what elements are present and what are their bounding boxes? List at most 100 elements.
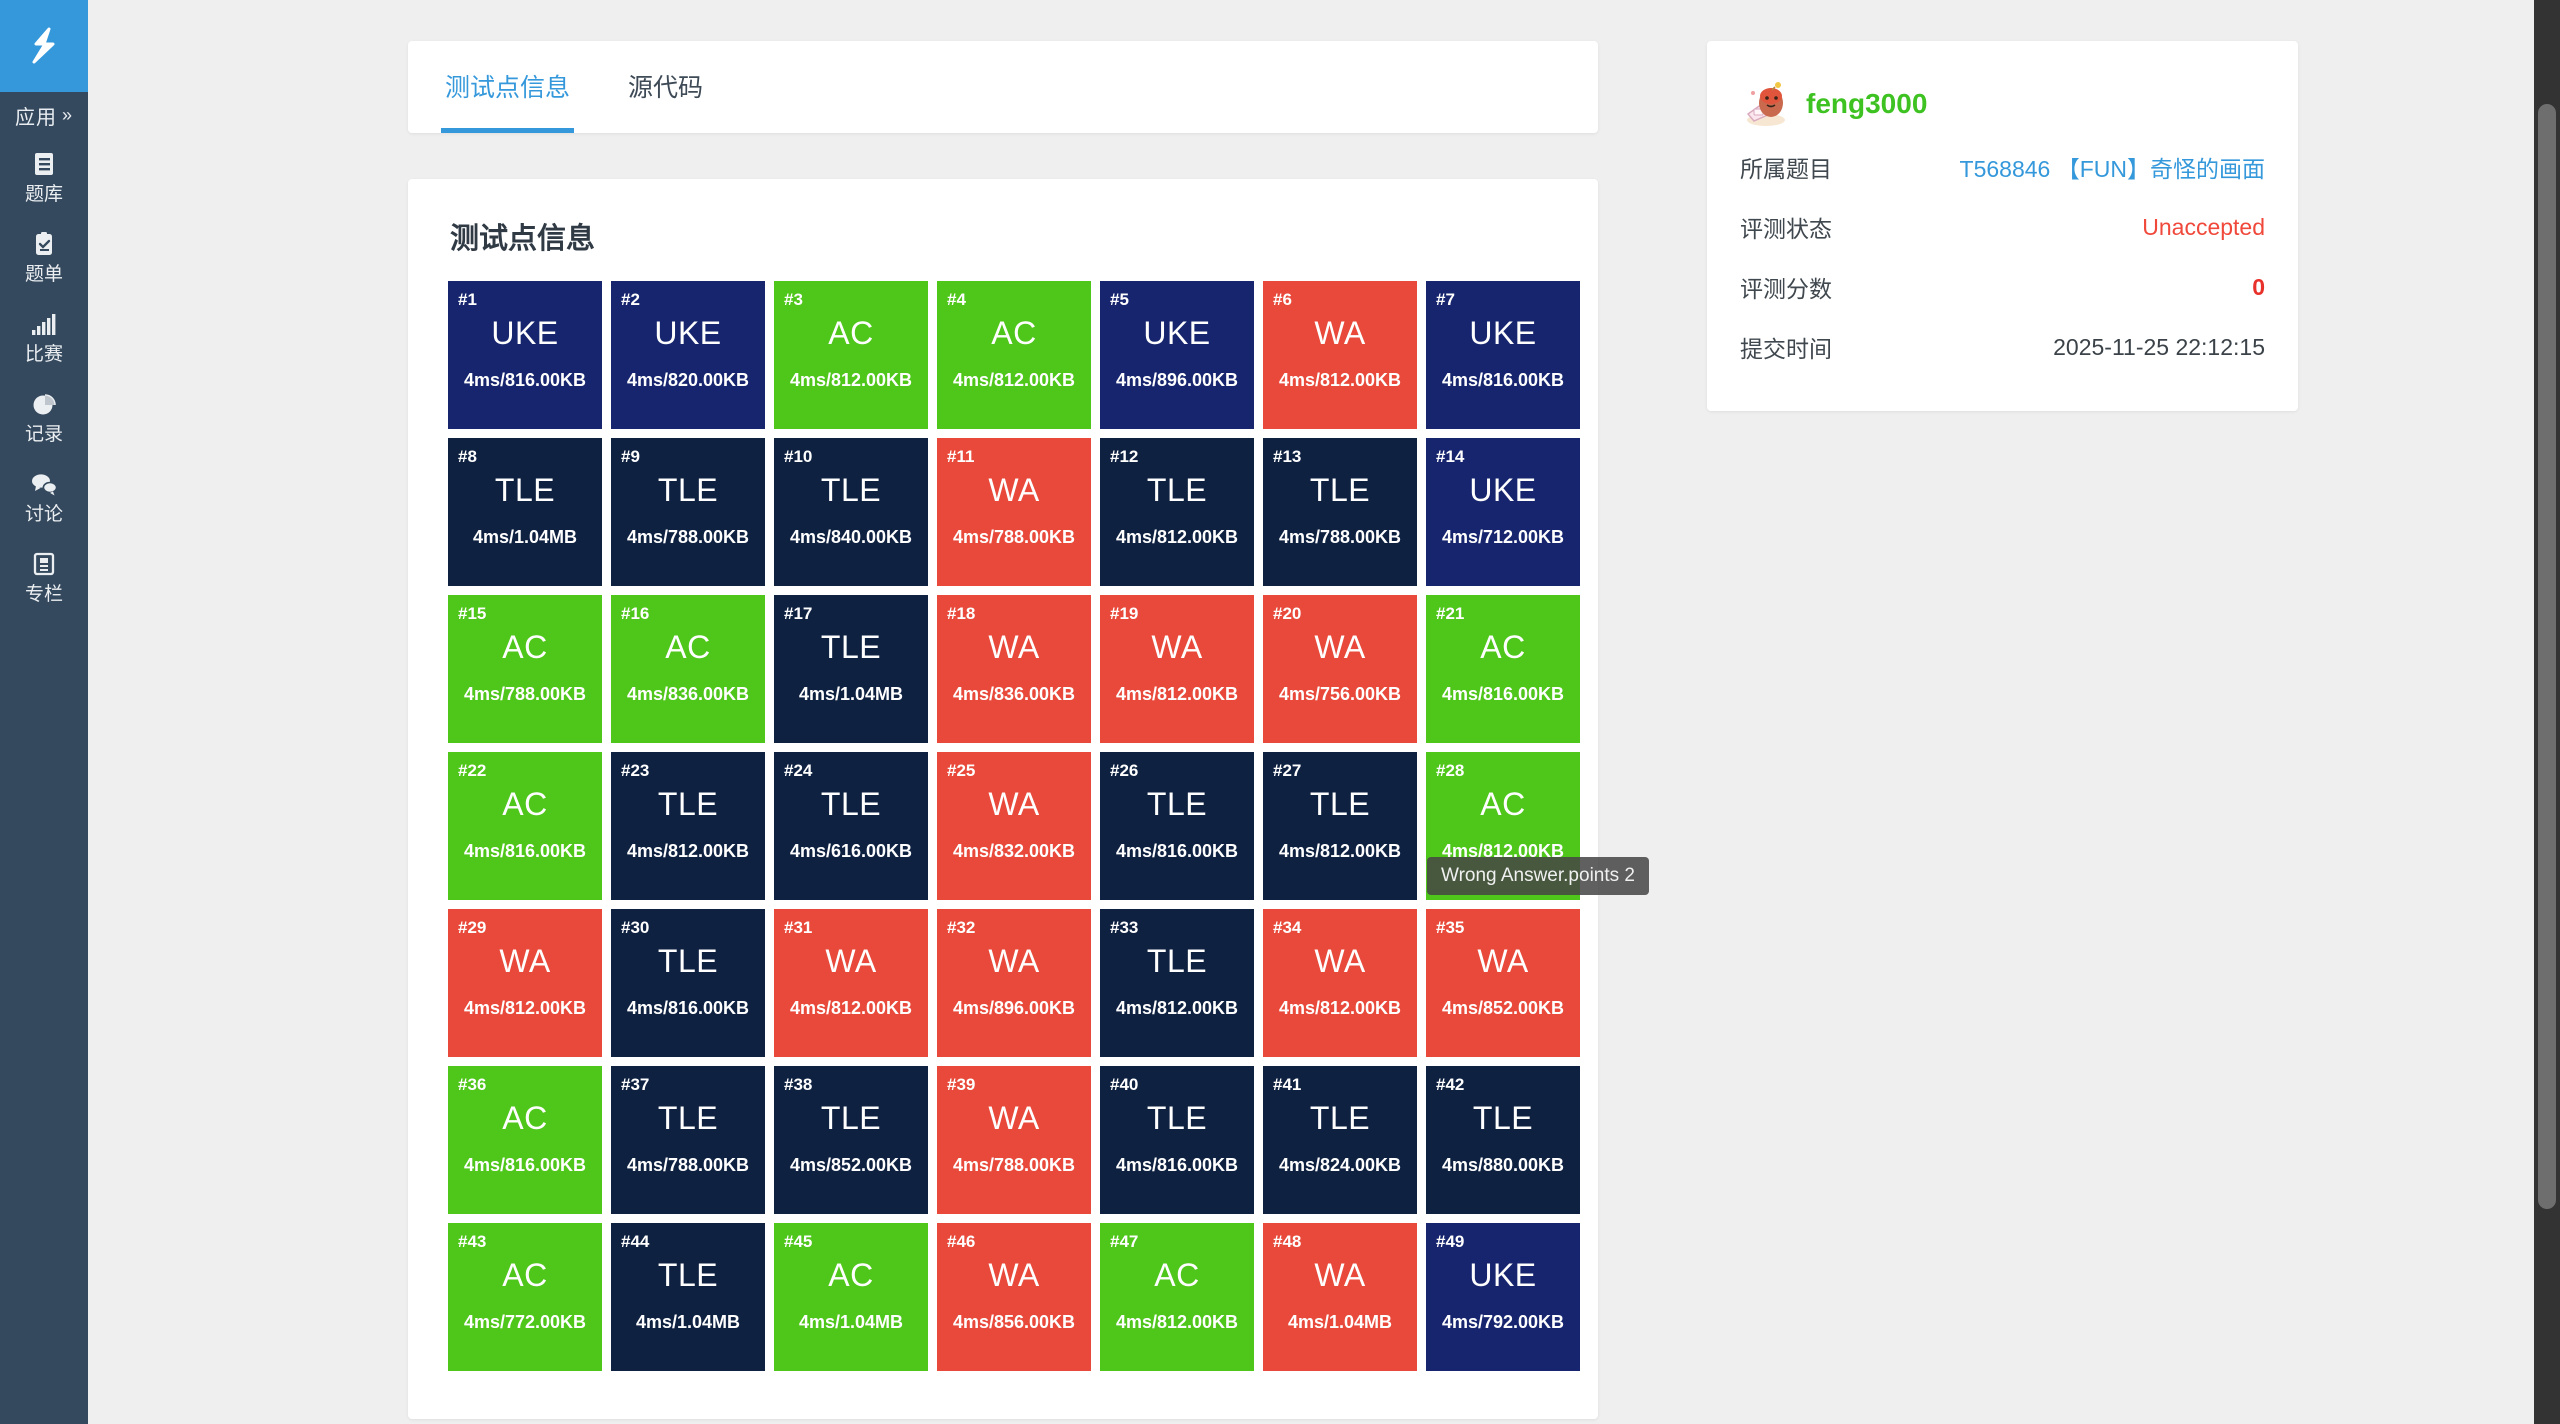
test-point-index: #22 [458, 761, 487, 780]
test-point-meta: 4ms/1.04MB [1287, 1312, 1393, 1332]
sidebar-item-contests[interactable]: 比赛 [0, 298, 88, 378]
test-point-card[interactable]: #41 TLE 4ms/824.00KB [1263, 1066, 1417, 1214]
tooltip-text: Wrong Answer.points 2 [1441, 865, 1635, 886]
test-point-index: #14 [1436, 447, 1465, 466]
test-point-card[interactable]: #23 TLE 4ms/812.00KB [611, 752, 765, 900]
test-point-card[interactable]: #46 WA 4ms/856.00KB [937, 1223, 1091, 1371]
test-point-verdict: WA [988, 943, 1040, 979]
test-point-card[interactable]: #15 AC 4ms/788.00KB [448, 595, 602, 743]
info-key: 所属题目 [1740, 156, 1832, 182]
sidebar-item-discussions[interactable]: 讨论 [0, 458, 88, 538]
apps-label: 应用 [14, 106, 57, 129]
test-point-card[interactable]: #29 WA 4ms/812.00KB [448, 909, 602, 1057]
test-point-card[interactable]: #1 UKE 4ms/816.00KB [448, 281, 602, 429]
user-avatar-icon[interactable] [1740, 78, 1792, 130]
test-point-card[interactable]: #33 TLE 4ms/812.00KB [1100, 909, 1254, 1057]
clipboard-check-icon [31, 230, 57, 258]
test-point-index: #47 [1110, 1232, 1139, 1251]
luogu-logo-icon [22, 24, 66, 68]
test-point-card[interactable]: #16 AC 4ms/836.00KB [611, 595, 765, 743]
test-point-card[interactable]: #5 UKE 4ms/896.00KB [1100, 281, 1254, 429]
test-point-card[interactable]: #4 AC 4ms/812.00KB [937, 281, 1091, 429]
submit-time-value: 2025-11-25 22:12:15 [2053, 333, 2265, 360]
test-point-index: #29 [458, 918, 487, 937]
test-point-verdict: TLE [820, 1100, 882, 1136]
test-point-card[interactable]: #49 UKE 4ms/792.00KB [1426, 1223, 1580, 1371]
test-point-verdict: WA [988, 472, 1040, 508]
test-point-card[interactable]: #22 AC 4ms/816.00KB [448, 752, 602, 900]
test-point-index: #3 [784, 290, 803, 309]
test-point-card[interactable]: #20 WA 4ms/756.00KB [1263, 595, 1417, 743]
sidebar-item-problems[interactable]: 题库 [0, 138, 88, 218]
test-point-card[interactable]: #32 WA 4ms/896.00KB [937, 909, 1091, 1057]
test-point-index: #10 [784, 447, 813, 466]
test-point-index: #1 [458, 290, 477, 309]
username[interactable]: feng3000 [1806, 88, 1928, 119]
test-point-card[interactable]: #9 TLE 4ms/788.00KB [611, 438, 765, 586]
test-point-verdict: TLE [1146, 472, 1208, 508]
test-point-card[interactable]: #47 AC 4ms/812.00KB [1100, 1223, 1254, 1371]
sidebar-item-label: 题库 [24, 184, 63, 205]
sidebar-item-records[interactable]: 记录 [0, 378, 88, 458]
test-point-card[interactable]: #37 TLE 4ms/788.00KB [611, 1066, 765, 1214]
test-point-card[interactable]: #17 TLE 4ms/1.04MB [774, 595, 928, 743]
info-row-score: 评测分数 0 [1740, 257, 2265, 317]
test-point-index: #9 [621, 447, 640, 466]
page-scrollbar-thumb[interactable] [2538, 104, 2556, 1209]
test-point-verdict: TLE [1309, 1100, 1371, 1136]
test-point-verdict: WA [1314, 629, 1366, 665]
test-point-card[interactable]: #11 WA 4ms/788.00KB [937, 438, 1091, 586]
test-point-card[interactable]: #12 TLE 4ms/812.00KB [1100, 438, 1254, 586]
test-point-card[interactable]: #3 AC 4ms/812.00KB [774, 281, 928, 429]
test-point-card[interactable]: #8 TLE 4ms/1.04MB [448, 438, 602, 586]
tab-test-point-info[interactable]: 测试点信息 [441, 41, 575, 133]
test-point-card[interactable]: #14 UKE 4ms/712.00KB [1426, 438, 1580, 586]
test-point-meta: 4ms/816.00KB [1441, 370, 1565, 390]
test-point-card[interactable]: #2 UKE 4ms/820.00KB [611, 281, 765, 429]
sidebar-item-problem-lists[interactable]: 题单 [0, 218, 88, 298]
test-point-meta: 4ms/812.00KB [789, 370, 913, 390]
tab-source-code[interactable]: 源代码 [624, 41, 707, 133]
test-point-card[interactable]: #10 TLE 4ms/840.00KB [774, 438, 928, 586]
problem-link[interactable]: T568846 【FUN】奇怪的画面 [1959, 156, 2265, 182]
test-point-verdict: TLE [494, 472, 556, 508]
test-point-card[interactable]: #44 TLE 4ms/1.04MB [611, 1223, 765, 1371]
test-point-card[interactable]: #42 TLE 4ms/880.00KB [1426, 1066, 1580, 1214]
test-point-meta: 4ms/788.00KB [1278, 527, 1402, 547]
test-point-card[interactable]: #26 TLE 4ms/816.00KB [1100, 752, 1254, 900]
test-point-card[interactable]: #13 TLE 4ms/788.00KB [1263, 438, 1417, 586]
test-point-card[interactable]: #45 AC 4ms/1.04MB [774, 1223, 928, 1371]
test-point-card[interactable]: #30 TLE 4ms/816.00KB [611, 909, 765, 1057]
test-point-card[interactable]: #36 AC 4ms/816.00KB [448, 1066, 602, 1214]
test-point-meta: 4ms/824.00KB [1278, 1155, 1402, 1175]
test-point-card[interactable]: #34 WA 4ms/812.00KB [1263, 909, 1417, 1057]
test-point-card[interactable]: #31 WA 4ms/812.00KB [774, 909, 928, 1057]
test-point-card[interactable]: #6 WA 4ms/812.00KB [1263, 281, 1417, 429]
test-point-card[interactable]: #7 UKE 4ms/816.00KB [1426, 281, 1580, 429]
user-row[interactable]: feng3000 [1740, 71, 2265, 137]
test-point-card[interactable]: #24 TLE 4ms/616.00KB [774, 752, 928, 900]
test-point-card[interactable]: #21 AC 4ms/816.00KB [1426, 595, 1580, 743]
test-point-meta: 4ms/756.00KB [1278, 684, 1402, 704]
test-point-card[interactable]: #48 WA 4ms/1.04MB [1263, 1223, 1417, 1371]
test-point-card[interactable]: #39 WA 4ms/788.00KB [937, 1066, 1091, 1214]
apps-expand-button[interactable]: 应用 » [0, 92, 88, 138]
test-point-card[interactable]: #43 AC 4ms/772.00KB [448, 1223, 602, 1371]
test-point-card[interactable]: #19 WA 4ms/812.00KB [1100, 595, 1254, 743]
test-point-verdict: WA [499, 943, 551, 979]
test-point-card[interactable]: #25 WA 4ms/832.00KB [937, 752, 1091, 900]
test-point-meta: 4ms/788.00KB [626, 527, 750, 547]
test-point-card[interactable]: #35 WA 4ms/852.00KB [1426, 909, 1580, 1057]
test-point-card[interactable]: #18 WA 4ms/836.00KB [937, 595, 1091, 743]
page-scrollbar-track[interactable] [2534, 0, 2560, 1424]
test-point-index: #44 [621, 1232, 650, 1251]
test-point-card[interactable]: #27 TLE 4ms/812.00KB [1263, 752, 1417, 900]
test-point-card[interactable]: #40 TLE 4ms/816.00KB [1100, 1066, 1254, 1214]
test-point-meta: 4ms/788.00KB [626, 1155, 750, 1175]
test-point-verdict: TLE [1309, 472, 1371, 508]
sidebar-item-articles[interactable]: 专栏 [0, 538, 88, 618]
test-point-index: #46 [947, 1232, 976, 1251]
site-logo[interactable] [0, 0, 88, 92]
test-point-card[interactable]: #38 TLE 4ms/852.00KB [774, 1066, 928, 1214]
test-point-verdict: WA [1314, 315, 1366, 351]
